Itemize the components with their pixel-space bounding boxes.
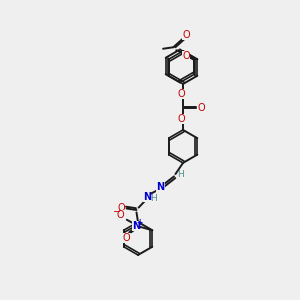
Text: O: O <box>182 30 190 40</box>
Text: N: N <box>156 182 165 192</box>
Text: H: H <box>177 170 184 179</box>
Text: H: H <box>150 194 157 203</box>
Text: O: O <box>122 233 130 243</box>
Text: O: O <box>178 89 185 100</box>
Text: N: N <box>143 192 151 203</box>
Text: O: O <box>182 51 190 61</box>
Text: O: O <box>118 203 125 213</box>
Text: −: − <box>113 207 121 217</box>
Text: N: N <box>132 221 140 231</box>
Text: O: O <box>178 114 186 124</box>
Text: O: O <box>117 210 124 220</box>
Text: O: O <box>197 103 205 113</box>
Text: +: + <box>136 218 142 227</box>
